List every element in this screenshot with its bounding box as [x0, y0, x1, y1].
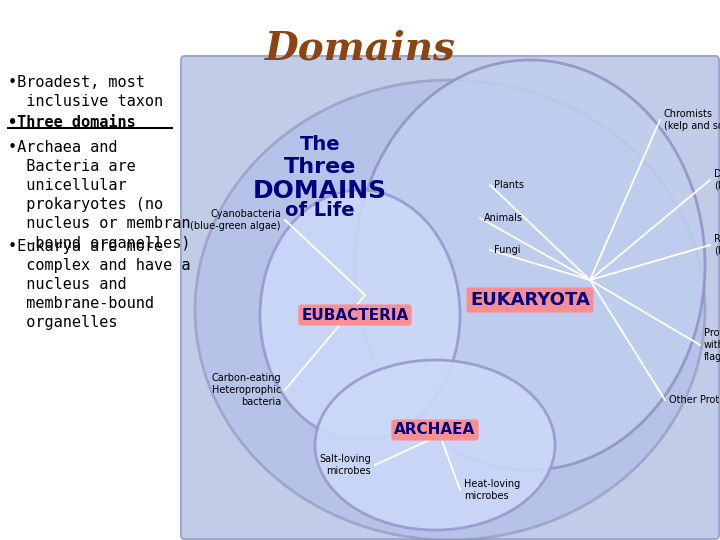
Text: Carbon-eating
Heteroprophic
bacteria: Carbon-eating Heteroprophic bacteria — [212, 373, 281, 407]
Text: Plants: Plants — [494, 180, 524, 190]
Text: Three: Three — [284, 157, 356, 177]
Text: Protista
with
flagella: Protista with flagella — [704, 328, 720, 362]
Text: Domains: Domains — [264, 30, 456, 68]
Text: Chromists
(kelp and some plankton): Chromists (kelp and some plankton) — [664, 109, 720, 131]
Text: The: The — [300, 135, 341, 154]
Text: EUBACTERIA: EUBACTERIA — [302, 307, 409, 322]
Ellipse shape — [195, 80, 705, 540]
Text: •Three domains: •Three domains — [8, 114, 136, 130]
Text: EUKARYOTA: EUKARYOTA — [470, 291, 590, 309]
FancyBboxPatch shape — [181, 56, 719, 539]
Text: Fungi: Fungi — [494, 245, 521, 255]
Text: Heat-loving
microbes: Heat-loving microbes — [464, 479, 521, 501]
Text: Animals: Animals — [484, 213, 523, 223]
Text: Cyanobacteria
(blue-green algae): Cyanobacteria (blue-green algae) — [191, 209, 281, 231]
Ellipse shape — [260, 190, 460, 440]
Text: DOMAINS: DOMAINS — [253, 179, 387, 203]
Text: Red algae
(Protista): Red algae (Protista) — [714, 234, 720, 256]
Ellipse shape — [355, 60, 705, 470]
Text: ARCHAEA: ARCHAEA — [395, 422, 476, 437]
Text: of Life: of Life — [285, 201, 355, 220]
Text: Other Protista: Other Protista — [669, 395, 720, 405]
Text: •Broadest, most
  inclusive taxon: •Broadest, most inclusive taxon — [8, 75, 163, 109]
Text: Salt-loving
microbes: Salt-loving microbes — [319, 454, 371, 476]
Text: •Eukarya are more
  complex and have a
  nucleus and
  membrane-bound
  organell: •Eukarya are more complex and have a nuc… — [8, 239, 191, 330]
Text: Dinoflagelates
(Protista): Dinoflagelates (Protista) — [714, 169, 720, 191]
Ellipse shape — [315, 360, 555, 530]
Text: •Archaea and
  Bacteria are
  unicellular
  prokaryotes (no
  nucleus or membran: •Archaea and Bacteria are unicellular pr… — [8, 139, 191, 251]
